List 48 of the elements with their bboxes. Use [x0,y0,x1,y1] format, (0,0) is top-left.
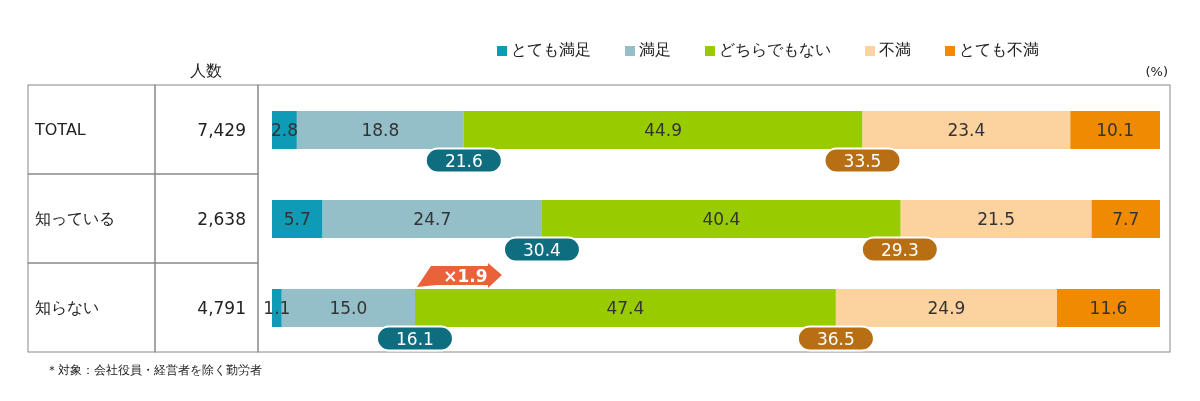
data-label: 23.4 [947,120,986,140]
y-tick-label: 知らない [35,297,99,317]
bar [322,200,542,238]
annotation: 29.3 [880,239,919,260]
text: 人数 [190,61,222,80]
bar [900,200,1092,238]
data-label: 10.1 [1096,120,1135,140]
data-label: 1.1 [263,298,291,318]
bar [835,289,1057,327]
data-label: 7.7 [1112,209,1140,229]
bar [272,200,323,238]
data-label: 15.0 [329,298,368,318]
data-label: 24.9 [927,298,966,318]
data-label: 11.6 [1089,298,1128,318]
bar [296,111,464,149]
bar [541,200,901,238]
data-label: 5.7 [283,209,311,229]
data-label: 24.7 [413,209,452,229]
y-tick-label: 知っている [35,208,115,228]
annotation: ×1.9 [443,266,488,286]
data-label: 44.9 [644,120,683,140]
bar [862,111,1071,149]
annotation: 21.6 [444,150,483,171]
data-label: 40.4 [702,209,741,229]
bar [1070,111,1160,149]
bar [1056,289,1160,327]
bar [1091,200,1160,238]
data-label: 21.5 [977,209,1016,229]
y-tick-label: TOTAL [34,119,86,139]
text: 7,429 [197,119,246,140]
legend-label: 不満 [878,40,911,61]
data-label: 18.8 [361,120,400,140]
bar [463,111,863,149]
text: 2,638 [197,208,246,229]
annotation: 33.5 [843,150,882,171]
text: ＊対象：会社役員・経営者を除く勤労者 [46,363,262,377]
annotation: 36.5 [816,328,855,349]
legend-label: とても満足 [510,40,591,61]
data-label: 47.4 [606,298,645,318]
annotation: 16.1 [396,328,434,349]
legend-label: どちらでもない [718,40,831,61]
legend-label: とても不満 [958,40,1039,61]
data-label: 2.8 [270,120,298,140]
legend-label: 満足 [638,40,671,61]
text: (%) [1145,64,1168,79]
annotation: 30.4 [523,239,561,260]
text: 4,791 [197,297,246,318]
bar [414,289,836,327]
